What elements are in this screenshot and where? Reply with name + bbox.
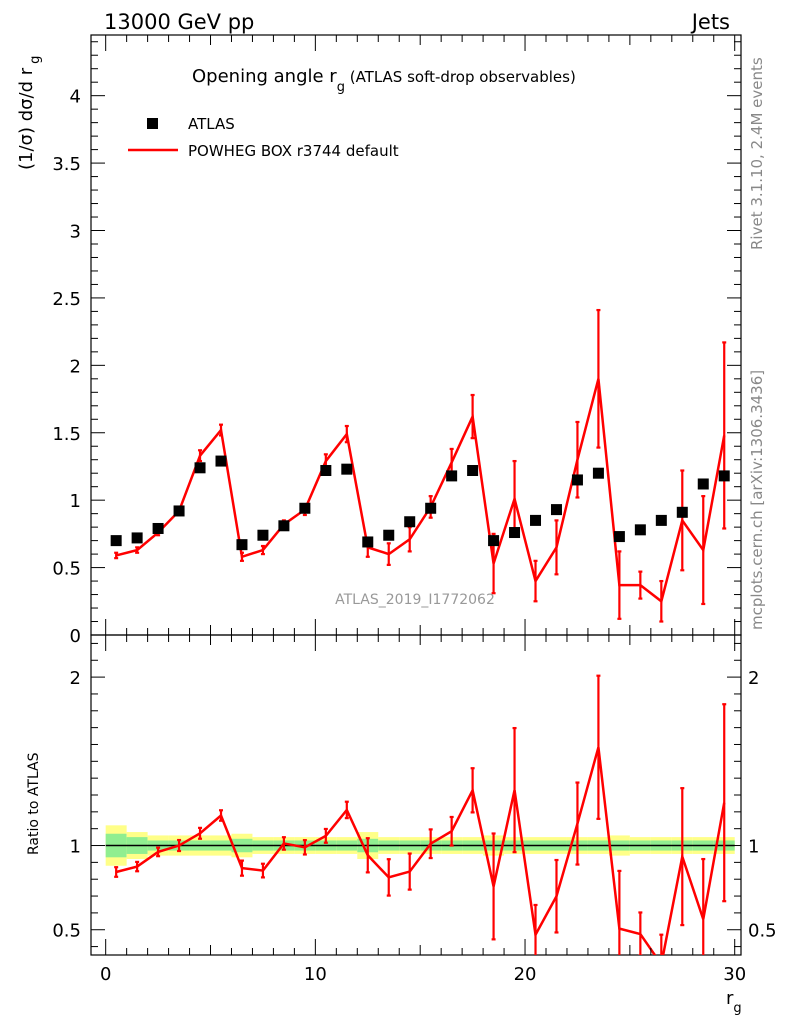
chart-title: Opening angle rg (ATLAS soft-drop observ… xyxy=(192,66,576,95)
data-point xyxy=(194,462,206,474)
x-tick-label: 0 xyxy=(100,964,111,985)
data-point xyxy=(278,520,290,532)
data-point xyxy=(215,455,227,467)
data-point xyxy=(320,465,332,477)
data-point xyxy=(467,465,479,477)
data-point xyxy=(592,467,604,479)
data-point xyxy=(676,506,688,518)
ratio-ytick-label: 0.5 xyxy=(52,921,81,942)
header-right: Jets xyxy=(690,10,730,34)
data-point xyxy=(299,502,311,514)
chart-title-sub: g xyxy=(337,80,345,95)
data-point xyxy=(257,529,269,541)
x-axis-label: rg xyxy=(726,988,742,1016)
ratio-panel: 0 10 20 30 0.5 0.5 1 1 2 2 Ratio to ATLAS xyxy=(26,634,777,985)
x-axis-label-text: r xyxy=(726,988,734,1009)
data-point xyxy=(383,529,395,541)
chart-title-main: Opening angle r xyxy=(192,66,337,87)
data-point xyxy=(152,522,164,534)
ratio-ytick-label-right: 2 xyxy=(748,668,759,689)
ratio-ytick-label: 2 xyxy=(70,668,81,689)
main-axis-ticks: 0 0.5 1 1.5 2 2.5 3 3.5 4 xyxy=(52,35,741,647)
ratio-ytick-label: 1 xyxy=(70,837,81,858)
data-point xyxy=(634,524,646,536)
data-point xyxy=(550,504,562,516)
data-point xyxy=(509,527,521,539)
data-point xyxy=(131,532,143,544)
header-left: 13000 GeV pp xyxy=(104,10,254,34)
main-ytick-label: 0.5 xyxy=(52,559,81,580)
data-point xyxy=(173,505,185,517)
data-point xyxy=(718,470,730,482)
data-point xyxy=(697,478,709,490)
data-point xyxy=(488,535,500,547)
data-point xyxy=(110,535,122,547)
ratio-axis-ticks: 0 10 20 30 0.5 0.5 1 1 2 2 xyxy=(52,635,777,985)
main-data-layer xyxy=(110,308,730,623)
main-ytick-label: 4 xyxy=(70,87,81,108)
main-panel: 00.511.522.533.54 Opening angle rg (ATLA… xyxy=(16,34,742,647)
main-ytick-label: 3 xyxy=(70,222,81,243)
ratio-ytick-label-right: 1 xyxy=(748,837,759,858)
ratio-ylabel: Ratio to ATLAS xyxy=(26,752,42,855)
main-ytick-label: 0 xyxy=(70,626,81,647)
data-point xyxy=(236,539,248,551)
data-point xyxy=(613,531,625,543)
chart-title-rest: (ATLAS soft-drop observables) xyxy=(345,68,576,86)
legend-data-label: ATLAS xyxy=(188,115,235,133)
mcplots-label: mcplots.cern.ch [arXiv:1306.3436] xyxy=(748,370,766,630)
main-ylabel: (1/σ) dσ/d r g xyxy=(16,56,43,170)
data-point xyxy=(446,470,458,482)
x-tick-label: 20 xyxy=(514,964,537,985)
data-point xyxy=(571,474,583,486)
legend-mc-label: POWHEG BOX r3744 default xyxy=(188,142,399,160)
data-point xyxy=(341,463,353,475)
ratio-frame xyxy=(90,634,742,956)
main-ylabel-sub: g xyxy=(28,56,43,64)
data-point xyxy=(530,514,542,526)
main-ytick-label: 3.5 xyxy=(52,154,81,175)
legend: ATLAS POWHEG BOX r3744 default xyxy=(128,115,399,160)
main-ytick-label: 1.5 xyxy=(52,424,81,445)
mc-series-line xyxy=(115,378,726,604)
data-point xyxy=(362,536,374,548)
x-axis-label-sub: g xyxy=(733,1001,741,1016)
x-tick-label: 30 xyxy=(723,964,746,985)
data-point xyxy=(425,502,437,514)
main-ytick-label: 2 xyxy=(70,356,81,377)
legend-data-marker xyxy=(147,118,158,129)
main-ytick-label: 1 xyxy=(70,491,81,512)
x-tick-label: 10 xyxy=(304,964,327,985)
ratio-mc-line xyxy=(115,746,726,955)
data-point xyxy=(655,514,667,526)
main-ytick-label: 2.5 xyxy=(52,289,81,310)
rivet-label: Rivet 3.1.10, 2.4M events xyxy=(748,57,766,250)
data-point xyxy=(404,516,416,528)
ratio-data-layer xyxy=(105,674,735,955)
main-ylabel-text: (1/σ) dσ/d r xyxy=(16,67,37,170)
ratio-ytick-label-right: 0.5 xyxy=(748,921,777,942)
analysis-watermark: ATLAS_2019_I1772062 xyxy=(335,592,495,608)
